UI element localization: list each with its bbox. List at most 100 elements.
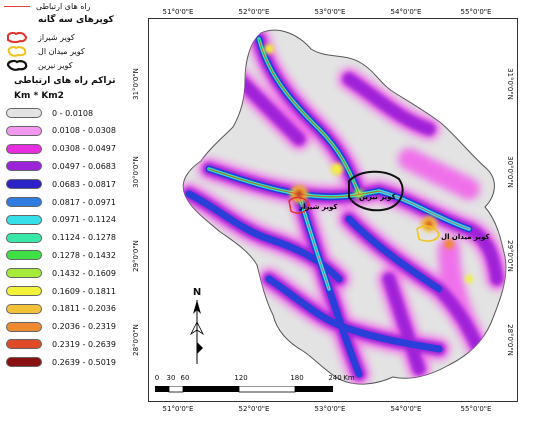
meydan-outline [416, 225, 440, 242]
right-tick: 30°0'0"N [505, 156, 514, 188]
meydan-outline-icon [7, 46, 27, 57]
density-range-label: 0.1124 - 0.1278 [52, 233, 116, 243]
density-class-item: 0.0108 - 0.0308 [6, 125, 116, 136]
road-network [208, 38, 470, 290]
density-swatch [6, 179, 42, 190]
city-legend-item: کویر میدان ال [4, 45, 85, 57]
density-range-label: 0.0308 - 0.0497 [52, 144, 116, 154]
density-swatch [6, 250, 42, 261]
left-tick: 30°0'0"N [131, 156, 140, 188]
scale-label: 120 [234, 374, 248, 382]
density-class-item: 0.1278 - 0.1432 [6, 250, 116, 261]
density-heading: تراکم راه های ارتباطی [14, 76, 116, 86]
density-class-item: 0.0817 - 0.0971 [6, 197, 116, 207]
density-swatch [6, 125, 42, 136]
density-swatch [6, 232, 42, 243]
scale-label: 30 [166, 374, 176, 382]
map-city-label: کویر نیرین [359, 193, 396, 201]
density-range-label: 0.2036 - 0.2319 [52, 322, 116, 332]
north-arrow: N [187, 287, 207, 370]
scale-bar-graphic [155, 386, 333, 393]
density-swatch [6, 321, 42, 332]
bottom-tick: 55°0'0"E [460, 405, 492, 413]
density-swatch [6, 161, 42, 172]
density-range-label: 0.0683 - 0.0817 [52, 179, 116, 189]
city-legend-item: کویر نیرین [4, 59, 73, 71]
top-tick: 53°0'0"E [314, 8, 346, 16]
scale-unit: Km [343, 374, 355, 382]
legend: راه های ارتباطی کوپرهای سه گانه کویر شیر… [4, 0, 154, 429]
scale-label: 0 [154, 374, 160, 382]
road-line-symbol [4, 6, 30, 7]
city-label: کویر میدان ال [38, 46, 85, 56]
density-range-label: 0.0971 - 0.1124 [52, 215, 116, 225]
top-tick: 52°0'0"E [238, 8, 270, 16]
top-tick: 54°0'0"E [390, 8, 422, 16]
bottom-tick: 54°0'0"E [390, 405, 422, 413]
scale-label: 60 [180, 374, 190, 382]
roads-legend-item: راه های ارتباطی [4, 2, 90, 11]
right-tick: 31°0'0"N [505, 68, 514, 100]
density-swatch [6, 339, 42, 350]
density-range-label: 0.1432 - 0.1609 [52, 268, 116, 278]
neyriz-outline [348, 170, 404, 212]
density-class-item: 0 - 0.0108 [6, 108, 93, 118]
density-class-item: 0.0683 - 0.0817 [6, 179, 116, 190]
left-tick: 28°0'0"N [131, 324, 140, 356]
density-class-item: 0.0971 - 0.1124 [6, 214, 116, 225]
density-swatch [6, 197, 42, 207]
density-range-label: 0.0817 - 0.0971 [52, 197, 116, 207]
density-range-label: 0.1278 - 0.1432 [52, 250, 116, 260]
density-swatch [6, 303, 42, 314]
density-range-label: 0.1609 - 0.1811 [52, 286, 116, 296]
density-range-label: 0.1811 - 0.2036 [52, 304, 116, 314]
north-label: N [192, 287, 202, 298]
density-swatch [6, 268, 42, 279]
shiraz-outline-icon [6, 31, 28, 43]
left-tick: 31°0'0"N [131, 68, 140, 100]
top-tick: 55°0'0"E [460, 8, 492, 16]
density-map [182, 29, 507, 385]
city-label: کویر شیراز [38, 32, 75, 42]
density-range-label: 0.2319 - 0.2639 [52, 339, 116, 349]
density-class-item: 0.1124 - 0.1278 [6, 232, 116, 243]
city-label: کویر نیرین [38, 60, 73, 70]
density-class-item: 0.1811 - 0.2036 [6, 303, 116, 314]
density-class-item: 0.1432 - 0.1609 [6, 268, 116, 279]
density-range-label: 0.0497 - 0.0683 [52, 161, 116, 171]
bottom-tick: 51°0'0"E [162, 405, 194, 413]
density-swatch [6, 357, 42, 368]
density-range-label: 0 - 0.0108 [52, 108, 94, 118]
density-class-item: 0.2319 - 0.2639 [6, 339, 116, 350]
cities-heading: کوپرهای سه گانه [38, 15, 114, 25]
scale-label: 240 [328, 374, 342, 382]
density-range-label: 0.0108 - 0.0308 [52, 126, 116, 136]
shiraz-outline [288, 196, 310, 214]
right-tick: 28°0'0"N [505, 324, 514, 356]
roads-label: راه های ارتباطی [36, 2, 91, 11]
map-city-label: کویر میدان ال [441, 233, 490, 241]
map-frame: کویر شیراز کویر میدان ال کویر نیرین N 0 … [148, 18, 518, 402]
right-tick: 29°0'0"N [505, 240, 514, 272]
density-swatch [6, 214, 42, 225]
city-legend-item: کویر شیراز [4, 31, 75, 43]
density-range-label: 0.2639 - 0.5019 [52, 357, 116, 367]
neyriz-outline-icon [6, 59, 28, 71]
top-tick: 51°0'0"E [162, 8, 194, 16]
density-class-item: 0.0308 - 0.0497 [6, 143, 116, 154]
density-swatch [6, 108, 42, 118]
north-arrow-icon [189, 300, 205, 364]
scale-bar: 0 30 60 120 180 240 Km [155, 374, 355, 398]
bottom-tick: 53°0'0"E [314, 405, 346, 413]
left-tick: 29°0'0"N [131, 240, 140, 272]
bottom-tick: 52°0'0"E [238, 405, 270, 413]
density-class-item: 0.2639 - 0.5019 [6, 357, 116, 368]
density-class-item: 0.1609 - 0.1811 [6, 286, 116, 296]
density-swatch [6, 286, 42, 296]
density-swatch [6, 143, 42, 154]
density-class-item: 0.2036 - 0.2319 [6, 321, 116, 332]
scale-label: 180 [290, 374, 304, 382]
density-unit: Km * Km2 [14, 91, 64, 101]
map-city-label: کویر شیراز [299, 203, 338, 211]
density-class-item: 0.0497 - 0.0683 [6, 161, 116, 172]
